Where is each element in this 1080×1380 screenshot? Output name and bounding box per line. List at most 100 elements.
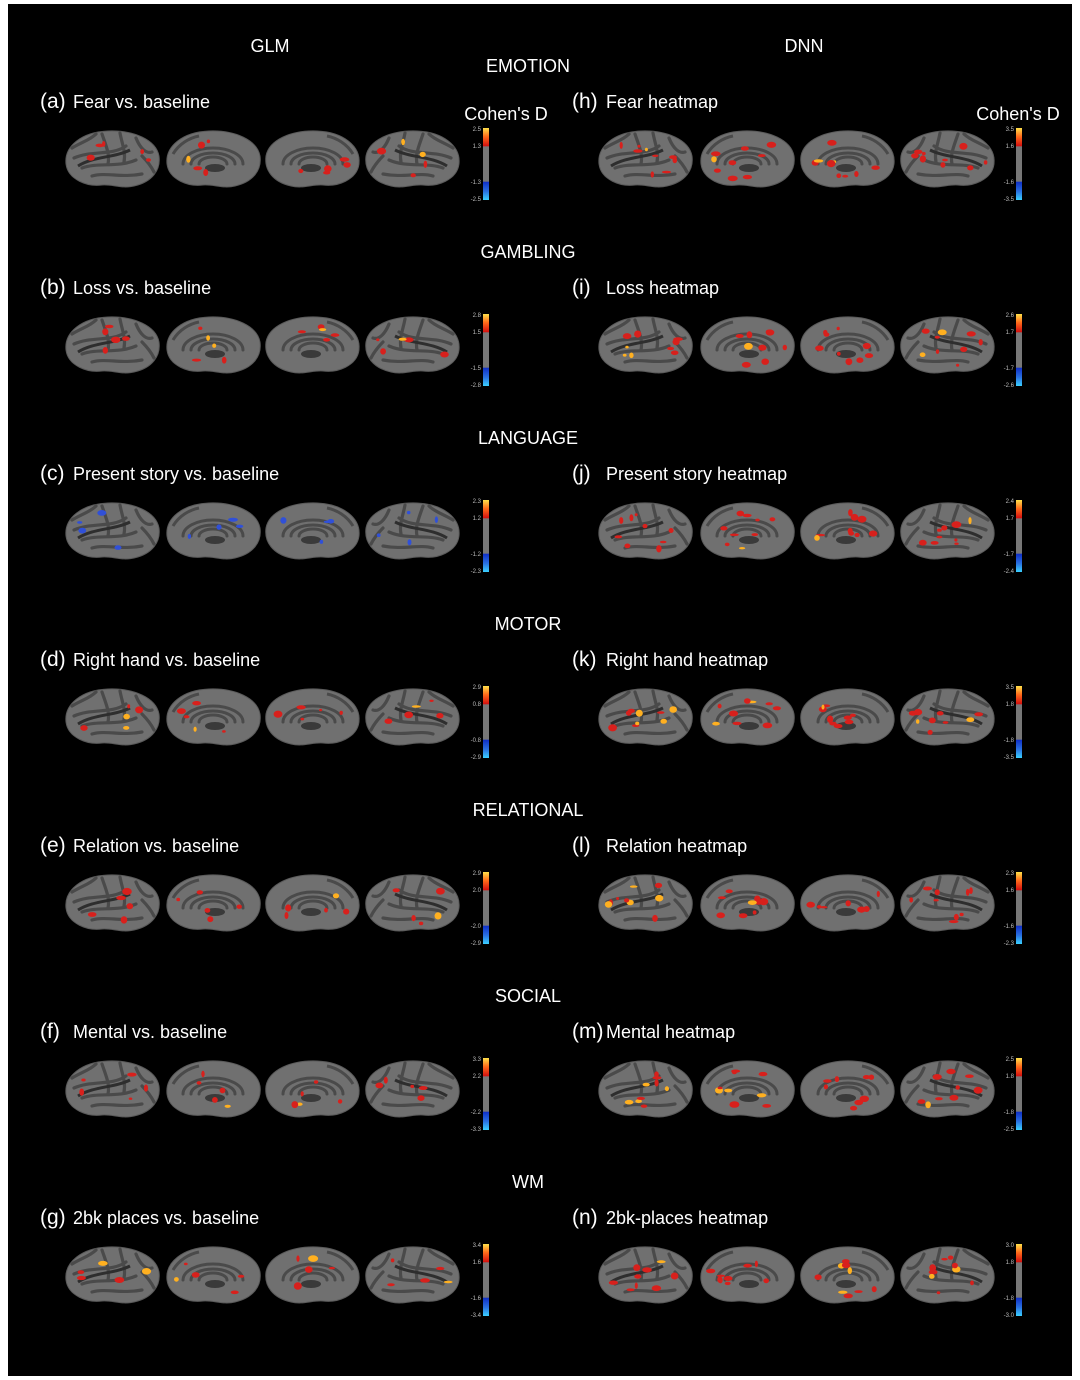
activation-blob (672, 338, 680, 346)
sulcus (100, 876, 111, 910)
colorbar-tick-label: 2.2 (473, 1074, 482, 1080)
sulcus (427, 1248, 455, 1266)
activation-blob (143, 1084, 149, 1092)
activation-blob (758, 154, 766, 158)
activation-blob (670, 350, 679, 356)
activation-blob (844, 719, 854, 725)
activation-blob (751, 533, 759, 537)
sulcus (816, 704, 880, 724)
activation-blob (660, 718, 667, 724)
brain-surface (265, 502, 360, 560)
sulcus (832, 1085, 864, 1096)
sulcus (140, 712, 156, 732)
activation-blob (384, 718, 393, 724)
sulcus (723, 337, 771, 352)
activation-blob (404, 337, 414, 343)
activation-blob (731, 1070, 737, 1075)
brain-surface (900, 1246, 995, 1304)
sulcus (673, 898, 689, 918)
corpus-callosum (301, 722, 321, 730)
colorbar-tick-label: -3.5 (1004, 755, 1015, 761)
corpus-callosum (205, 722, 225, 730)
activation-blob (854, 171, 859, 177)
sulcus (70, 318, 98, 336)
activation-blob (626, 1288, 635, 1292)
activation-blob (919, 352, 926, 357)
brain-medial-view (265, 688, 360, 746)
colorbar-tick-label: -2.5 (471, 197, 482, 203)
sulcus (949, 318, 960, 352)
activation-blob (836, 173, 842, 178)
brain-lateral-view (365, 316, 460, 374)
sulcus (281, 332, 345, 352)
colorbar-tick-label: 1.6 (473, 1260, 482, 1266)
sulcus (633, 876, 644, 910)
activation-blob (191, 358, 202, 362)
activation-blob (762, 1104, 772, 1108)
sulcus (134, 508, 154, 526)
colorbar-tick-label: 1.7 (1006, 516, 1015, 522)
activation-blob (935, 1097, 943, 1101)
sulcus (427, 876, 455, 894)
sulcus (197, 713, 229, 724)
colorbar-tick-label: -1.6 (1004, 180, 1015, 186)
activation-blob (918, 539, 927, 546)
colorbar (483, 500, 489, 572)
sulcus (297, 1271, 329, 1282)
brain-surface (166, 130, 261, 188)
sulcus (70, 690, 98, 708)
activation-blob (916, 719, 920, 724)
colorbar-tick-label: -1.6 (471, 1296, 482, 1302)
brain-lateral-view (900, 502, 995, 560)
sulcus (916, 916, 970, 922)
panel-label: 2bk-places heatmap (606, 1208, 768, 1228)
sulcus (398, 875, 407, 908)
activation-blob (204, 908, 211, 913)
activation-blob (443, 1280, 453, 1284)
activation-blob (740, 146, 749, 151)
activation-blob (936, 535, 943, 539)
brain-lateral-view (598, 688, 693, 746)
activation-blob (742, 174, 752, 180)
activation-blob (98, 1260, 108, 1266)
activation-blob (135, 706, 144, 714)
activation-blob (300, 717, 305, 721)
activation-blob (765, 702, 773, 706)
sulcus (705, 506, 734, 527)
colorbar-tick-label: -2.9 (471, 941, 482, 947)
sulcus (289, 151, 337, 166)
activation-blob (959, 912, 964, 917)
sulcus (731, 527, 763, 538)
panel-label: Present story vs. baseline (73, 464, 279, 484)
sulcus (181, 1262, 245, 1282)
activation-blob (922, 886, 933, 891)
sulcus (414, 318, 425, 352)
activation-blob (667, 346, 675, 351)
colorbar-tick-label: -2.2 (471, 1110, 482, 1116)
colorbar (1016, 1058, 1022, 1130)
activation-blob (324, 165, 332, 173)
sylvian-fissure (394, 148, 448, 168)
brain-lateral-view (598, 1246, 693, 1304)
activation-blob (642, 1267, 652, 1273)
sulcus (651, 317, 660, 350)
sulcus (90, 916, 144, 922)
sulcus (824, 151, 872, 166)
corpus-callosum (739, 1094, 759, 1102)
sulcus (140, 340, 156, 360)
activation-blob (929, 1264, 937, 1272)
activation-blob (769, 517, 776, 522)
sulcus (100, 132, 111, 166)
activation-blob (434, 516, 438, 523)
sulcus (633, 690, 644, 724)
sulcus (140, 898, 156, 918)
activation-blob (954, 542, 959, 545)
sulcus (281, 890, 345, 910)
sulcus (906, 136, 926, 154)
sylvian-fissure (610, 334, 664, 354)
activation-blob (196, 1081, 202, 1085)
sulcus (171, 1250, 200, 1271)
dnn-title: DNN (785, 36, 824, 56)
sulcus (369, 898, 385, 918)
